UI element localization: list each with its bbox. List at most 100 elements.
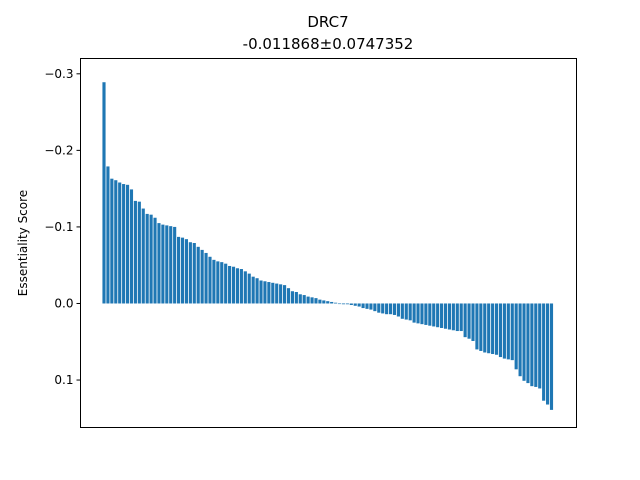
bar (259, 280, 263, 304)
bar (298, 294, 302, 304)
bar (153, 217, 157, 304)
bar (432, 303, 436, 327)
bar (180, 237, 185, 304)
bar (549, 303, 554, 410)
bar (137, 201, 141, 304)
bar (177, 236, 181, 304)
bar (204, 252, 208, 304)
bar (341, 303, 346, 305)
bar (145, 213, 149, 304)
bar (243, 271, 247, 304)
bar (141, 208, 145, 304)
bar (491, 303, 495, 355)
bar (373, 303, 377, 312)
y-axis-label: Essentiality Score (16, 190, 30, 296)
bar (361, 303, 365, 309)
bar (455, 303, 459, 332)
bar (110, 178, 114, 304)
bar (224, 263, 228, 304)
bar (483, 303, 487, 353)
bar (251, 276, 255, 304)
y-tick-label: 0.0 (54, 296, 73, 310)
bar (330, 301, 334, 304)
bar (538, 303, 542, 389)
bar (231, 266, 236, 304)
bar (502, 303, 506, 359)
bar (255, 278, 259, 304)
bar (424, 303, 428, 325)
bar (475, 303, 479, 350)
bar (216, 261, 220, 304)
bar (188, 242, 192, 304)
bar (192, 243, 196, 304)
bar (436, 303, 440, 328)
plot-frame (80, 58, 577, 428)
chart-title: DRC7 (307, 13, 348, 31)
bar (400, 303, 404, 319)
bar (385, 303, 389, 315)
bar (326, 301, 330, 304)
bar (404, 303, 408, 320)
bar (106, 166, 110, 304)
bar (412, 303, 416, 323)
bar (337, 303, 342, 305)
bar (279, 284, 283, 304)
bar (129, 189, 134, 304)
bar (459, 303, 463, 332)
bar (334, 302, 338, 304)
bar (349, 303, 353, 306)
bar (275, 283, 279, 304)
bar (534, 303, 538, 387)
bar (165, 225, 169, 304)
bar (200, 249, 204, 304)
bar (420, 303, 424, 325)
bar (542, 303, 546, 401)
bar (196, 246, 200, 304)
bar (314, 298, 318, 304)
bar (498, 303, 503, 358)
bar (322, 300, 326, 304)
bar (208, 256, 212, 304)
bar (440, 303, 444, 328)
bar (267, 282, 271, 304)
bar (518, 303, 522, 377)
bar (345, 303, 349, 305)
bar (357, 303, 361, 307)
bar (133, 200, 137, 304)
bars-group (102, 82, 554, 410)
bar (467, 303, 471, 339)
chart-subtitle: -0.011868±0.0747352 (243, 35, 414, 53)
bar (283, 285, 287, 304)
bar (514, 303, 518, 370)
bar (428, 303, 432, 326)
bar (263, 281, 267, 304)
bar (294, 292, 298, 304)
bar (161, 224, 165, 304)
bar (388, 303, 393, 315)
bar (247, 273, 251, 304)
bar (286, 288, 291, 304)
bar (157, 223, 161, 304)
bar (228, 265, 232, 304)
bar (220, 262, 224, 304)
bar (239, 269, 243, 304)
bar (510, 303, 514, 361)
bar (235, 268, 240, 304)
bar (271, 282, 275, 304)
y-axis-ticks: −0.3 −0.2 −0.1 0.0 0.1 (44, 67, 81, 387)
bar (318, 299, 322, 304)
bar (118, 182, 122, 304)
bar (546, 303, 550, 405)
bar (451, 303, 455, 331)
bar (526, 303, 530, 384)
bar (125, 184, 130, 304)
bar (212, 259, 216, 304)
bar (392, 303, 397, 315)
y-tick-label: 0.1 (54, 373, 73, 387)
bar (302, 295, 306, 304)
bar (149, 214, 153, 304)
bar (494, 303, 499, 355)
bar (114, 180, 118, 304)
bar (369, 303, 373, 310)
